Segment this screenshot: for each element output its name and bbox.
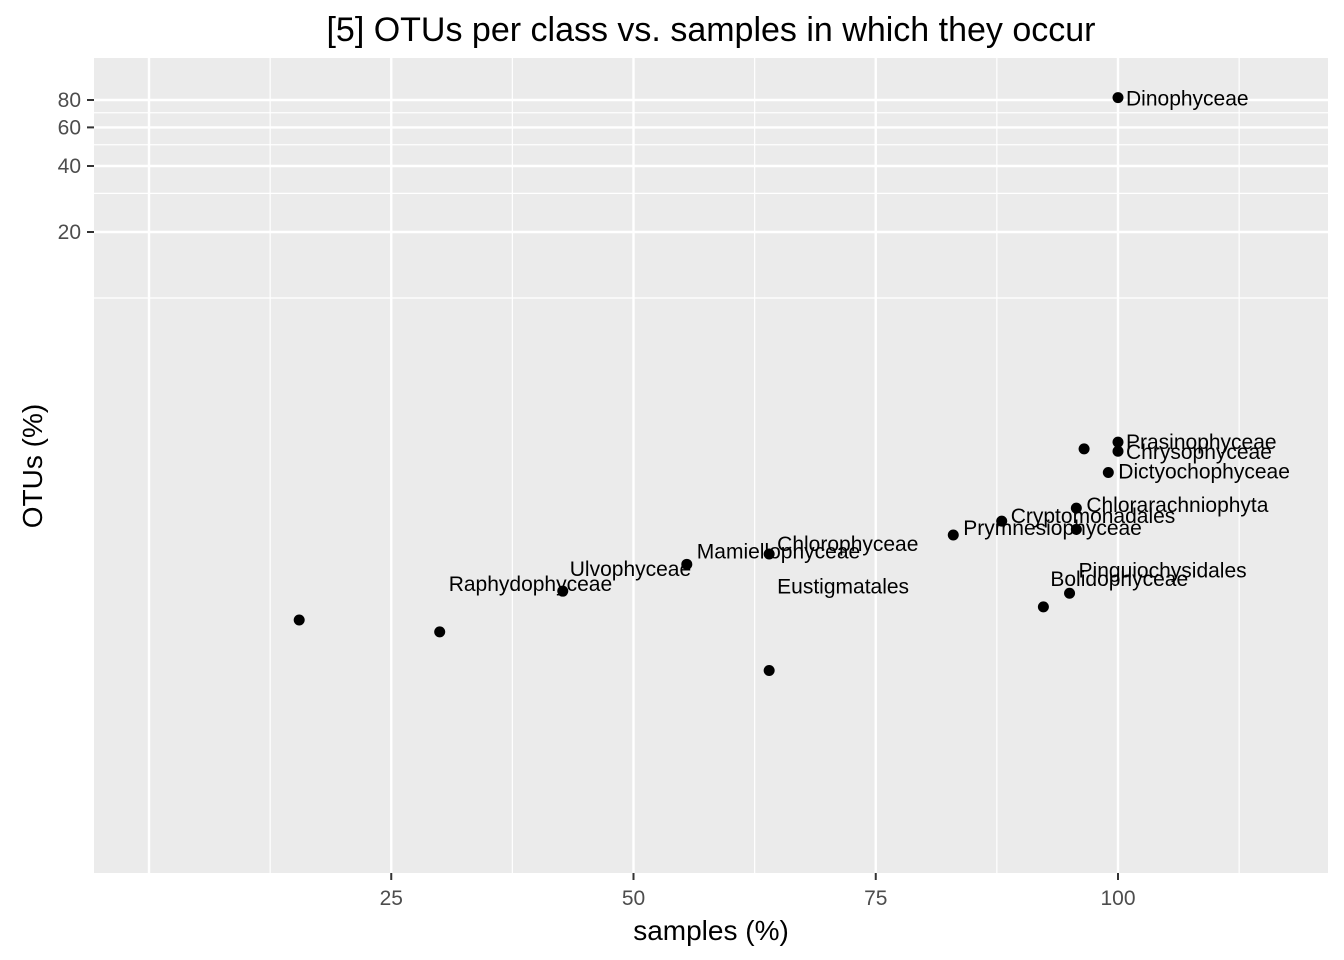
data-point bbox=[1112, 445, 1124, 457]
point-label: Raphydophyceae bbox=[449, 573, 612, 596]
grid-minor bbox=[94, 58, 1328, 873]
point-label: Prymnesiophyceae bbox=[963, 517, 1142, 540]
y-tick-label: 80 bbox=[58, 89, 81, 112]
point-label: Bolidophyceae bbox=[1050, 568, 1188, 591]
y-tick-label: 60 bbox=[58, 116, 81, 139]
x-tick-label: 100 bbox=[1100, 887, 1135, 910]
grid-major bbox=[94, 58, 1328, 873]
point-label: Dictyochophyceae bbox=[1118, 460, 1290, 483]
data-point bbox=[763, 664, 775, 676]
data-point bbox=[763, 548, 775, 560]
point-label: Dinophyceae bbox=[1126, 88, 1249, 111]
x-axis-title: samples (%) bbox=[633, 915, 789, 946]
point-label: Pinguiochysidales bbox=[1079, 559, 1247, 582]
point-label: Eustigmatales bbox=[777, 575, 909, 598]
data-point bbox=[293, 614, 305, 626]
data-points bbox=[293, 92, 1124, 676]
chart-title: [5] OTUs per class vs. samples in which … bbox=[326, 11, 1095, 49]
y-axis-title: OTUs (%) bbox=[17, 404, 48, 528]
x-axis: 25 50 75 100 bbox=[380, 873, 1136, 910]
data-point bbox=[1070, 502, 1082, 514]
data-point bbox=[947, 529, 959, 541]
x-tick-label: 50 bbox=[622, 887, 645, 910]
data-point bbox=[557, 585, 569, 597]
data-point bbox=[681, 558, 693, 570]
point-label: Chlorophyceae bbox=[777, 533, 918, 556]
point-labels: Dinophyceae PrasinophyceaeChrysophyceaeDi… bbox=[449, 88, 1290, 599]
y-tick-label: 40 bbox=[58, 155, 81, 178]
point-label: Chrysophyceae bbox=[1126, 441, 1272, 464]
data-point bbox=[1102, 466, 1114, 478]
y-axis: 20 40 60 80 bbox=[58, 89, 94, 244]
data-point bbox=[1064, 587, 1076, 599]
point-label: Mamiellophyceae bbox=[697, 540, 860, 563]
data-point bbox=[996, 515, 1008, 527]
y-tick-label: 20 bbox=[58, 221, 81, 244]
point-label: Cryptomonadales bbox=[1011, 505, 1176, 528]
point-label: Chlorarachniophyta bbox=[1086, 494, 1268, 517]
data-point bbox=[1070, 523, 1082, 535]
x-tick-label: 25 bbox=[380, 887, 403, 910]
data-point bbox=[1078, 443, 1090, 455]
point-label: Ulvophyceae bbox=[570, 558, 691, 581]
x-tick-label: 75 bbox=[864, 887, 887, 910]
point-label: Prasinophyceae bbox=[1126, 431, 1277, 454]
data-point bbox=[1112, 92, 1124, 104]
data-point bbox=[434, 626, 446, 638]
data-point bbox=[1112, 436, 1124, 448]
data-point bbox=[1037, 601, 1049, 613]
